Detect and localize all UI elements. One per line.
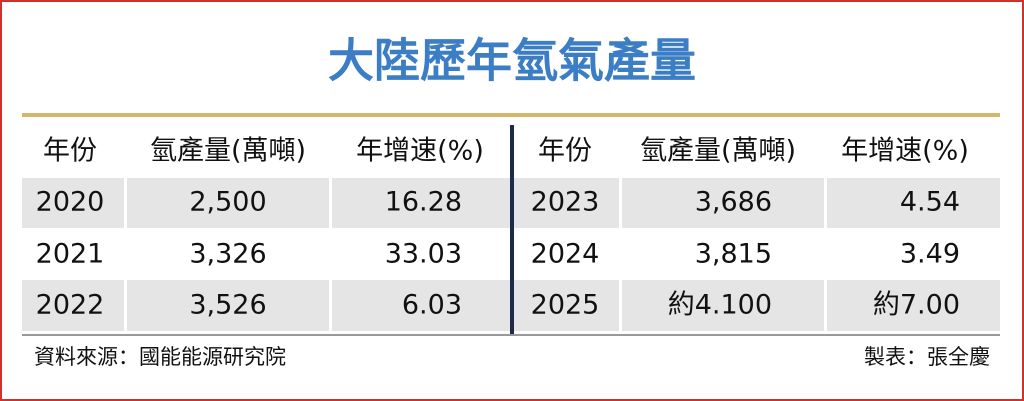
table-cell: 6.03 [402, 290, 462, 321]
table-cell: 3,815 [695, 239, 772, 270]
table-cell: 約4.100 [668, 290, 772, 321]
header-cell: 年份 [43, 136, 97, 167]
author: 製表：張全慶 [864, 345, 990, 369]
header-cell: 年增速(%) [841, 136, 969, 167]
table-cell: 約7.00 [873, 290, 960, 321]
column-gap [329, 125, 332, 335]
header-cell: 年份 [538, 136, 592, 167]
table-rule [22, 334, 1000, 336]
table-cell: 2025 [531, 290, 600, 321]
column-gap [824, 125, 827, 335]
table-cell: 3,526 [189, 290, 266, 321]
table-cell: 2024 [531, 239, 600, 270]
table-cell: 2022 [36, 290, 105, 321]
table-cell: 3.49 [900, 239, 960, 270]
table-cell: 4.54 [900, 187, 960, 218]
table-cell: 2021 [36, 239, 105, 270]
half-divider [510, 125, 514, 335]
header-cell: 年增速(%) [356, 136, 484, 167]
header-cell: 氫產量(萬噸) [150, 136, 306, 167]
title-rule [22, 113, 1000, 117]
title: 大陸歷年氫氣產量 [328, 34, 696, 88]
column-gap [619, 125, 622, 335]
table-cell: 2023 [531, 187, 600, 218]
header-cell: 氫產量(萬噸) [640, 136, 796, 167]
table-cell: 2020 [36, 187, 105, 218]
table-cell: 3,326 [189, 239, 266, 270]
table-cell: 2,500 [189, 187, 266, 218]
table-cell: 3,686 [695, 187, 772, 218]
column-gap [124, 125, 127, 335]
column-gaps [124, 125, 827, 335]
source: 資料來源：國能能源研究院 [34, 345, 286, 369]
table-cell: 16.28 [385, 187, 462, 218]
table-cell: 33.03 [385, 239, 462, 270]
